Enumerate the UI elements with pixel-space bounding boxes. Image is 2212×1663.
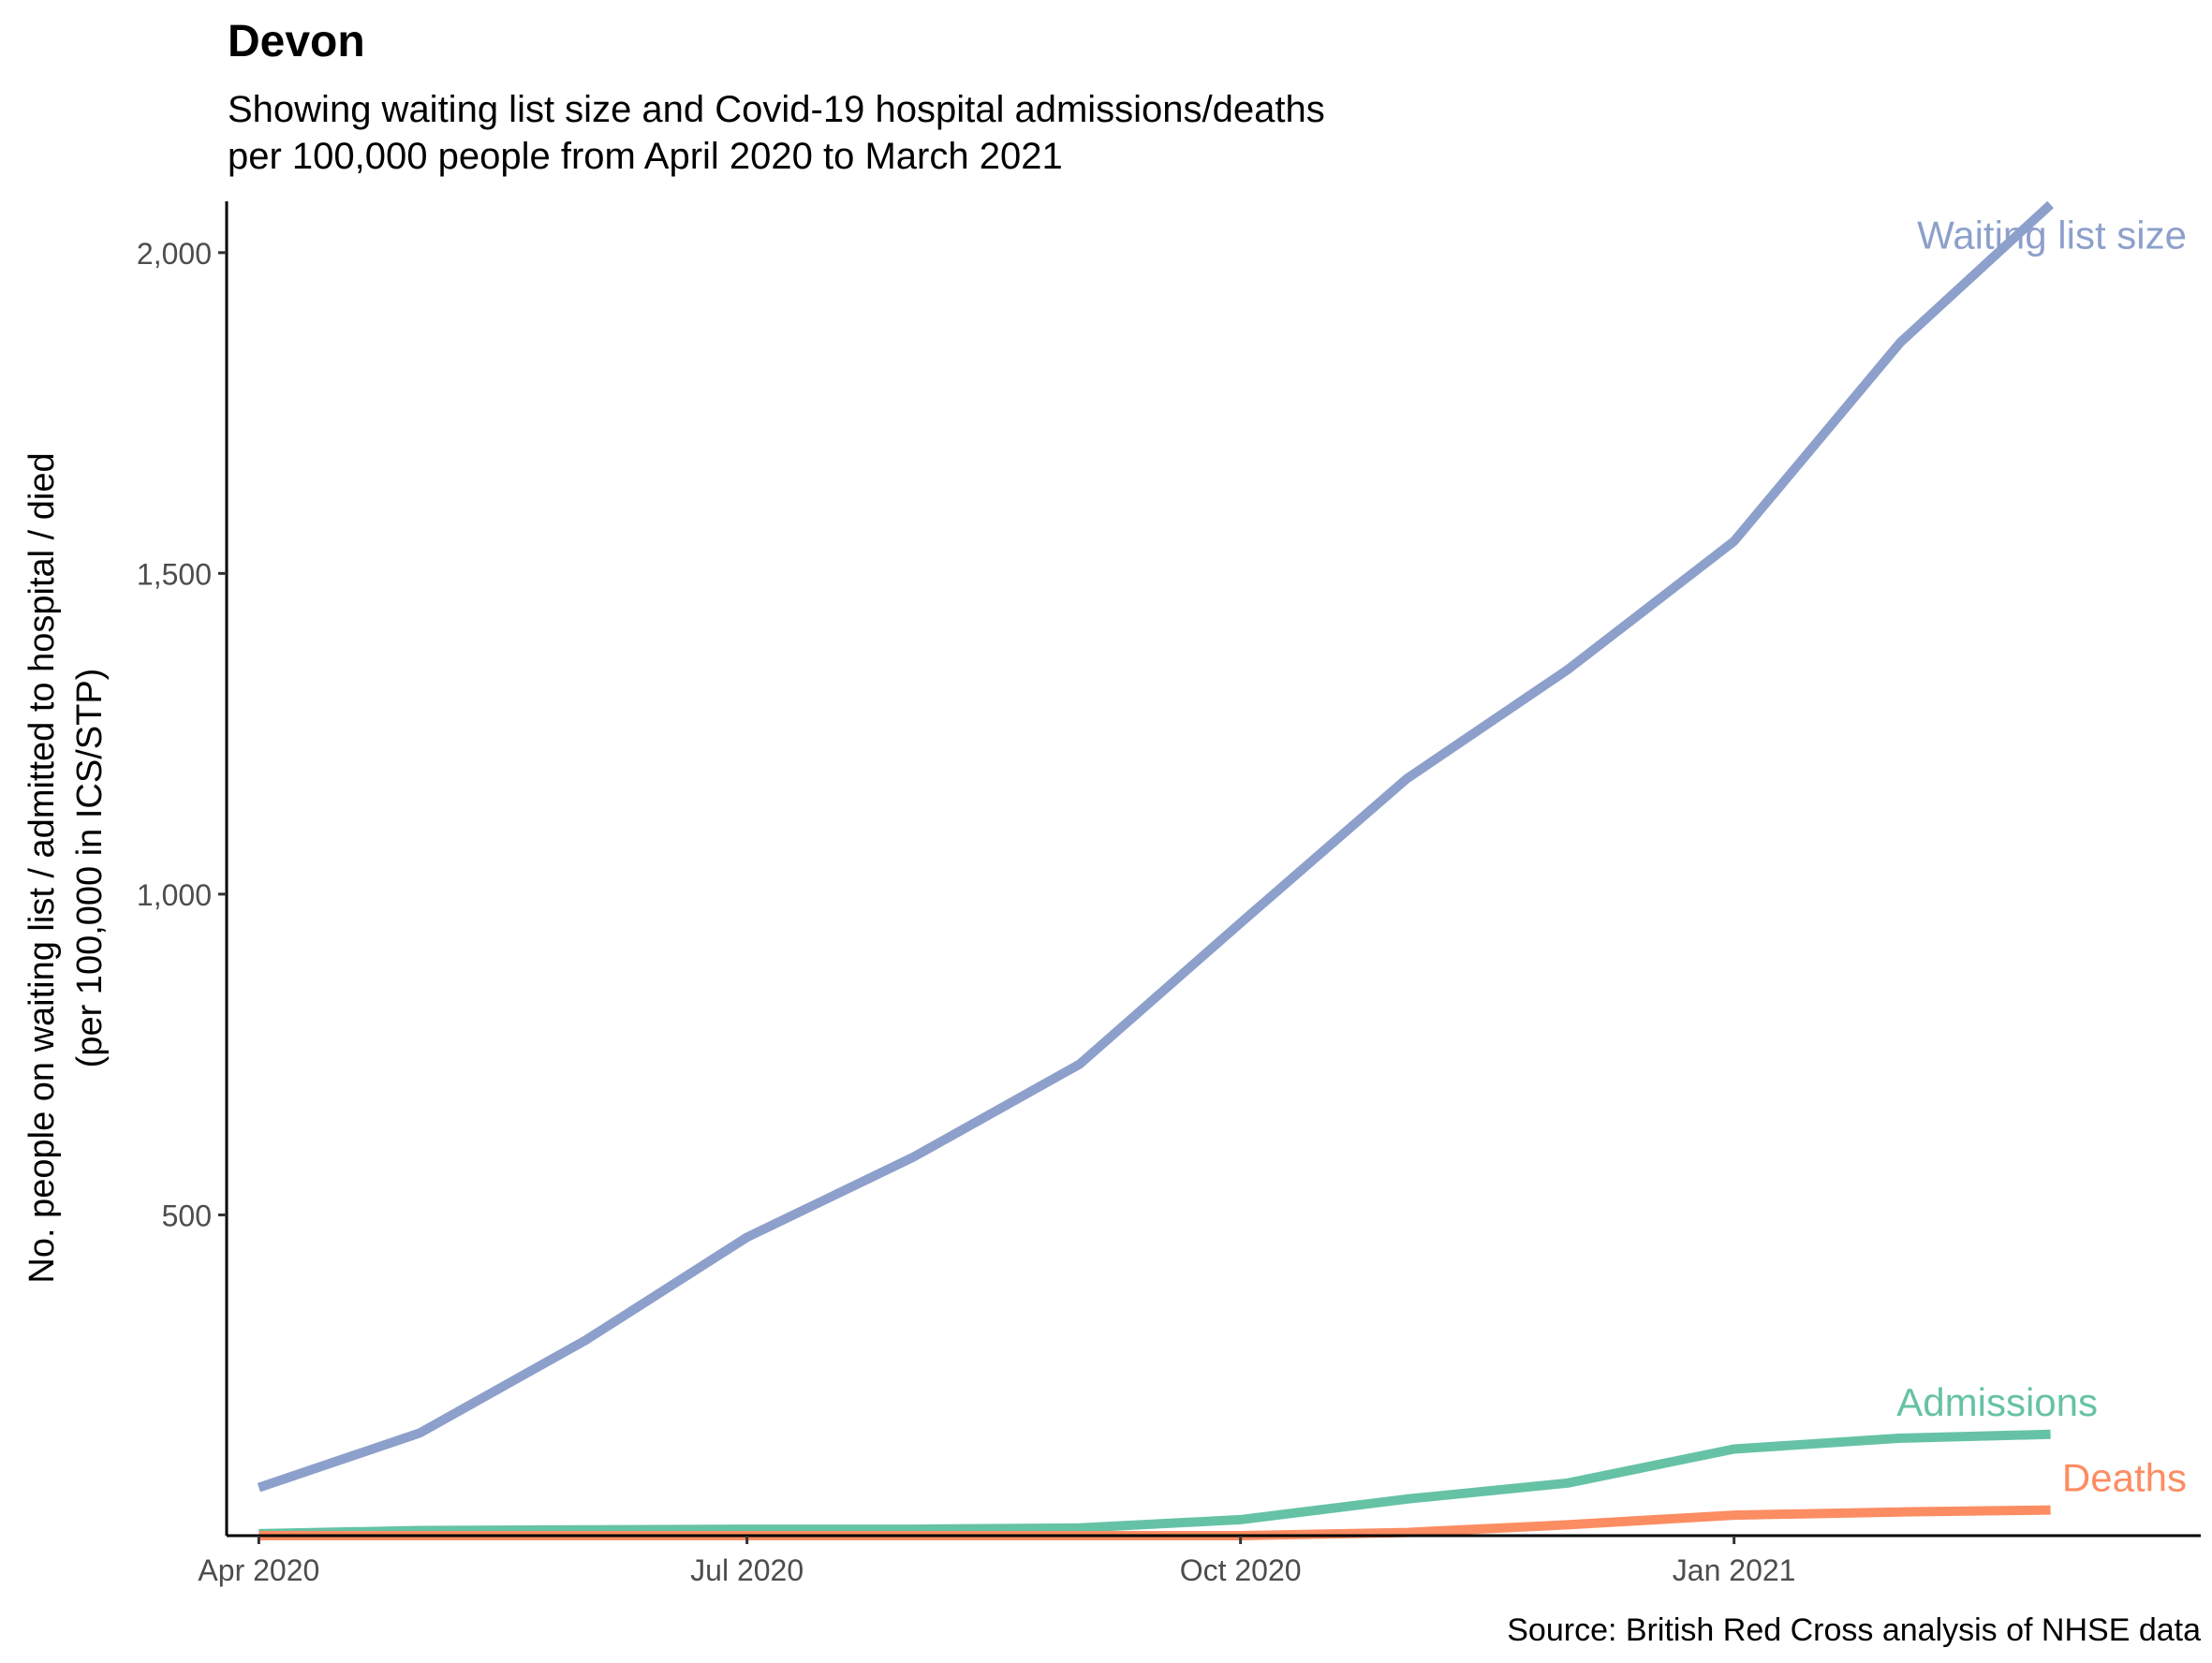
chart-caption: Source: British Red Cross analysis of NH… <box>1507 1612 2201 1648</box>
series-line-waiting-list-size <box>257 200 2054 1493</box>
series-layer <box>257 200 2054 1540</box>
x-tick-label: Apr 2020 <box>198 1553 319 1587</box>
y-tick-label: 1,000 <box>137 878 212 912</box>
series-line-admissions <box>258 1429 2051 1538</box>
series-label-deaths: Deaths <box>2062 1456 2187 1500</box>
x-axis-ticks: Apr 2020 Jul 2020 Oct 2020 Jan 2021 <box>198 1536 1795 1587</box>
y-axis-ticks: 500 1,000 1,500 2,000 <box>137 237 227 1232</box>
chart-subtitle-line-2: per 100,000 people from April 2020 to Ma… <box>228 136 1063 177</box>
y-tick-label: 500 <box>162 1199 212 1232</box>
y-tick-label: 1,500 <box>137 557 212 591</box>
x-tick-label: Jan 2021 <box>1673 1553 1796 1587</box>
y-axis-label-line-1: No. people on waiting list / admitted to… <box>22 452 62 1283</box>
series-label-layer: Waiting list size Admissions Deaths <box>1896 213 2187 1499</box>
series-label-admissions: Admissions <box>1896 1380 2098 1424</box>
plot-area: Waiting list size Admissions Deaths <box>257 200 2187 1540</box>
y-tick-label: 2,000 <box>137 237 212 271</box>
x-tick-label: Jul 2020 <box>690 1553 804 1587</box>
series-label-waiting-list-size: Waiting list size <box>1917 213 2187 257</box>
x-tick-label: Oct 2020 <box>1180 1553 1302 1587</box>
y-axis-label-line-2: (per 100,000 in ICS/STP) <box>70 669 110 1068</box>
chart-title: Devon <box>228 17 365 66</box>
chart-subtitle-line-1: Showing waiting list size and Covid-19 h… <box>228 89 1325 130</box>
